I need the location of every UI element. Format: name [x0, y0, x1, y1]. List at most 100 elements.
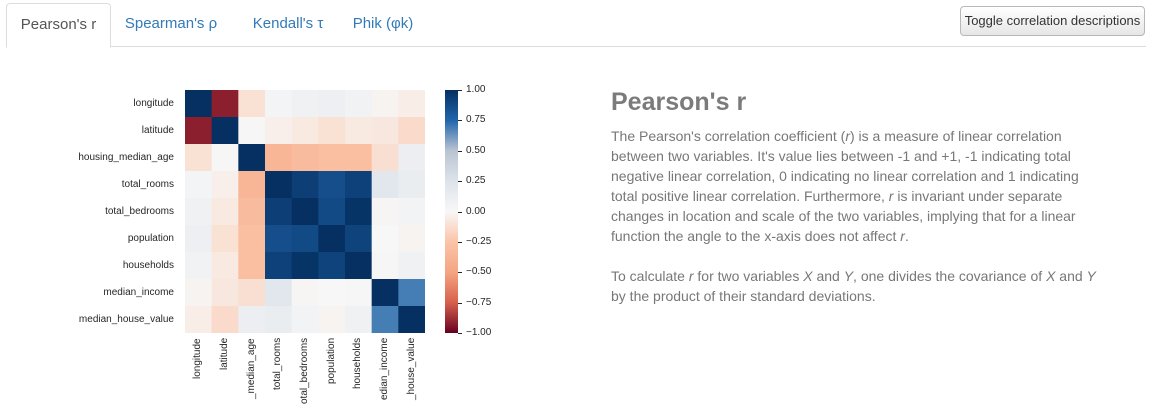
heatmap-cell [185, 306, 213, 333]
heatmap-cell [371, 225, 399, 253]
heatmap-column-label: edian_income [379, 338, 390, 401]
heatmap-cell [185, 171, 213, 199]
correlation-heatmap [185, 90, 425, 333]
heatmap-column-label: otal_bedrooms [299, 338, 310, 405]
heatmap-cell [291, 198, 319, 226]
heatmap-cell [318, 171, 346, 199]
heatmap-cell [265, 117, 293, 145]
heatmap-cell [265, 171, 293, 199]
heatmap-cell [371, 117, 399, 145]
heatmap-cell [371, 90, 399, 118]
text-run: for two variables [693, 268, 804, 284]
heatmap-cell [185, 225, 213, 253]
math-variable: r [888, 188, 894, 204]
colorbar-tick-label: 0.00 [466, 205, 486, 217]
heatmap-row-label: median_house_value [78, 313, 174, 325]
heatmap-cell [185, 252, 213, 280]
heatmap-cell [265, 306, 293, 333]
heatmap-cell [238, 306, 266, 333]
heatmap-cell [318, 225, 346, 253]
heatmap-cell [185, 198, 213, 226]
heatmap-cell [345, 171, 373, 199]
heatmap-cell [211, 252, 239, 280]
colorbar-tick-mark [458, 302, 462, 304]
colorbar-tick-mark [458, 90, 462, 91]
heatmap-cell [185, 90, 213, 118]
text-run: The Pearson's correlation coefficient ( [611, 128, 846, 144]
heatmap-cell [318, 117, 346, 145]
colorbar-tick-label: −0.25 [466, 235, 492, 247]
heatmap-cell [238, 279, 266, 307]
heatmap-cell [398, 225, 425, 253]
tab-pearson[interactable]: Pearson's r [6, 3, 111, 48]
heatmap-cell [265, 198, 293, 226]
heatmap-cell [185, 117, 213, 145]
heatmap-cell [371, 279, 399, 307]
heatmap-cell [265, 252, 293, 280]
math-variable: Y [1086, 268, 1096, 284]
heatmap-cell [371, 171, 399, 199]
text-run: , one divides the covariance of [853, 268, 1047, 284]
tab-phik[interactable]: Phik (φk) [352, 15, 414, 32]
text-run: ) is a measure of linear correlation bet… [611, 128, 1079, 204]
heatmap-cell [291, 117, 319, 145]
heatmap-cell [211, 306, 239, 333]
heatmap-cell [318, 279, 346, 307]
heatmap-cell [398, 252, 425, 280]
heatmap-row-label: households [122, 259, 174, 271]
colorbar-tick-mark [458, 211, 462, 213]
colorbar-tick-label: 0.50 [466, 144, 486, 156]
tab-kendall[interactable]: Kendall's τ [252, 15, 324, 32]
text-run: and [812, 268, 844, 284]
heatmap-row-label: total_bedrooms [105, 205, 174, 217]
tab-spearman[interactable]: Spearman's ρ [124, 15, 218, 32]
colorbar-tick-label: 0.75 [466, 114, 486, 126]
tab-bar: Pearson's r Spearman's ρ Kendall's τ Phi… [6, 0, 1146, 48]
colorbar-tick-mark [458, 241, 462, 243]
heatmap-cell [211, 279, 239, 307]
heatmap-cell [238, 171, 266, 199]
description-paragraph-2: To calculate r for two variables X and Y… [611, 266, 1101, 306]
heatmap-cell [291, 252, 319, 280]
text-run: To calculate [611, 268, 689, 284]
heatmap-cell [371, 198, 399, 226]
description-title: Pearson's r [611, 88, 747, 116]
colorbar-tick-label: −0.50 [466, 266, 492, 278]
heatmap-cell [398, 279, 425, 307]
heatmap-cell [318, 90, 346, 118]
colorbar-tick-label: −0.75 [466, 296, 492, 308]
colorbar-tick-label: 0.25 [466, 175, 486, 187]
heatmap-cell [265, 279, 293, 307]
heatmap-column-label: population [325, 338, 337, 385]
heatmap-cell [345, 225, 373, 253]
math-variable: r [845, 128, 850, 144]
heatmap-cell [318, 252, 346, 280]
heatmap-cell [345, 90, 373, 118]
math-variable: X [803, 268, 813, 284]
heatmap-cell [185, 144, 213, 172]
heatmap-cell [211, 117, 239, 145]
heatmap-cell [291, 306, 319, 333]
heatmap-cell [238, 117, 266, 145]
heatmap-row-label: total_rooms [121, 178, 174, 190]
heatmap-column-label: latitude [219, 338, 230, 371]
heatmap-cell [371, 252, 399, 280]
heatmap-cell [371, 306, 399, 333]
text-run: is invariant under separate changes in l… [611, 188, 1076, 244]
heatmap-cell [318, 306, 346, 333]
heatmap-cell [398, 90, 425, 118]
heatmap-cell [371, 144, 399, 172]
heatmap-cell [265, 225, 293, 253]
math-variable: r [900, 228, 905, 244]
heatmap-row-label: longitude [133, 97, 174, 109]
heatmap-cell [185, 279, 213, 307]
colorbar-tick-mark [458, 150, 462, 152]
heatmap-column-label: longitude [192, 338, 204, 379]
colorbar-tick-label: 1.00 [466, 84, 486, 95]
heatmap-cell [345, 252, 373, 280]
math-variable: Y [843, 268, 854, 284]
heatmap-cell [345, 279, 373, 307]
heatmap-cell [211, 144, 239, 172]
toggle-descriptions-button[interactable]: Toggle correlation descriptions [960, 6, 1145, 36]
heatmap-column-label: total_rooms [272, 338, 284, 391]
